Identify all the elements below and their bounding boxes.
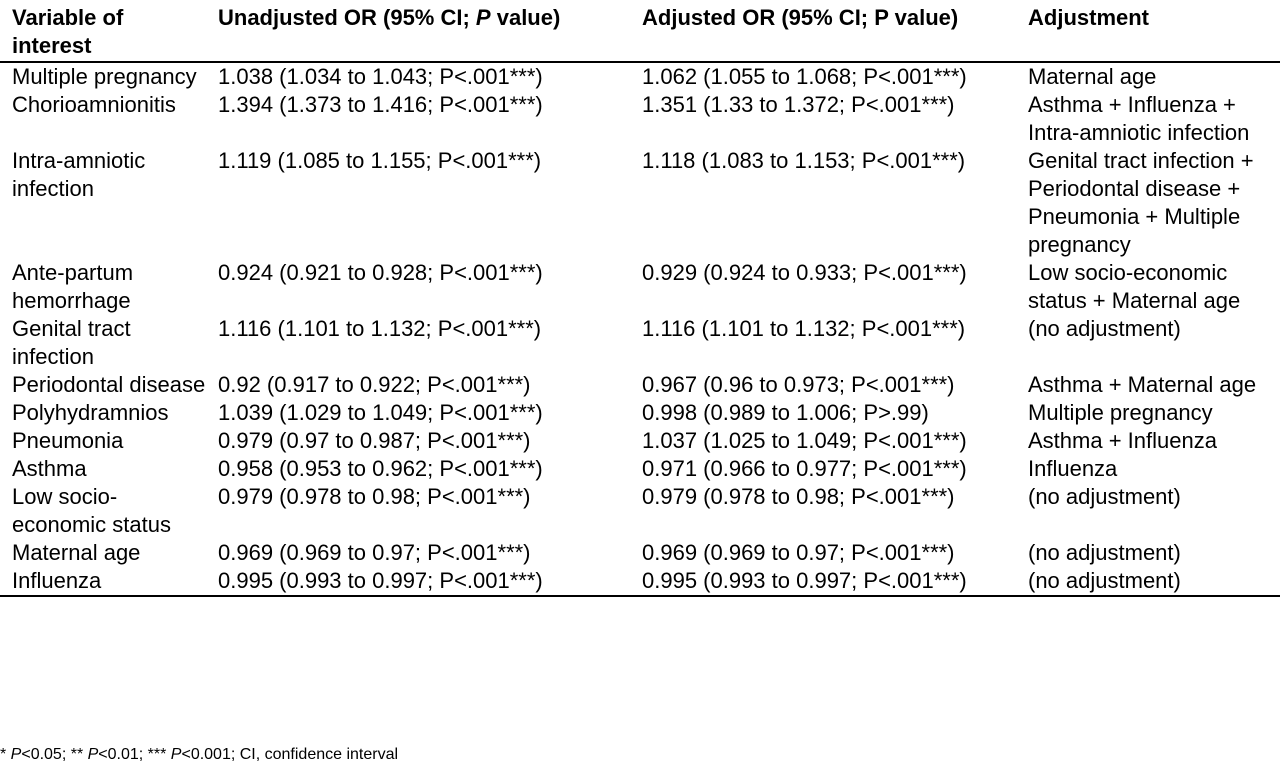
cell-unadjusted: 0.92 (0.917 to 0.922; P<.001***): [218, 372, 531, 397]
cell-adjustment: Asthma + Maternal age: [1028, 372, 1257, 397]
cell-variable: Low socio-economic status: [12, 484, 171, 537]
table-row: Periodontal disease 0.92 (0.917 to 0.922…: [0, 371, 1280, 399]
cell-adjustment: (no adjustment): [1028, 540, 1181, 565]
header-unadjusted-suffix: value): [490, 5, 561, 30]
footnote-part: <0.05; **: [21, 746, 88, 763]
cell-adjusted: 1.116 (1.101 to 1.132; P<.001***): [642, 316, 966, 341]
cell-adjustment: Influenza: [1028, 456, 1118, 481]
table-row: Ante-partum hemorrhage 0.924 (0.921 to 0…: [0, 259, 1280, 315]
cell-unadjusted: 0.995 (0.993 to 0.997; P<.001***): [206, 567, 630, 597]
header-unadjusted-prefix: Unadjusted OR (95% CI;: [218, 5, 476, 30]
footnote-part: <0.01; ***: [98, 746, 171, 763]
cell-variable: Multiple pregnancy: [12, 64, 197, 89]
cell-unadjusted: 1.039 (1.029 to 1.049; P<.001***): [218, 400, 543, 425]
cell-adjusted: 0.971 (0.966 to 0.977; P<.001***): [642, 456, 967, 481]
cell-unadjusted: 0.924 (0.921 to 0.928; P<.001***): [218, 260, 543, 285]
header-unadjusted: Unadjusted OR (95% CI; P value): [206, 0, 630, 63]
table-row: Influenza 0.995 (0.993 to 0.997; P<.001*…: [0, 567, 1280, 597]
cell-adjusted: 0.929 (0.924 to 0.933; P<.001***): [642, 260, 967, 285]
cell-adjusted: 1.118 (1.083 to 1.153; P<.001***): [642, 148, 966, 173]
cell-variable: Pneumonia: [12, 428, 124, 453]
cell-variable: Maternal age: [12, 540, 141, 565]
header-variable: Variable of interest: [0, 0, 206, 63]
table-header-row: Variable of interest Unadjusted OR (95% …: [0, 0, 1280, 63]
table-row: Multiple pregnancy 1.038 (1.034 to 1.043…: [0, 62, 1280, 91]
cell-adjustment: (no adjustment): [1028, 484, 1181, 509]
cell-variable: Asthma: [12, 456, 87, 481]
cell-adjusted: 0.979 (0.978 to 0.98; P<.001***): [642, 484, 955, 509]
table-row: Genital tract infection 1.116 (1.101 to …: [0, 315, 1280, 371]
odds-ratio-table: Variable of interest Unadjusted OR (95% …: [0, 0, 1280, 597]
cell-variable: Polyhydramnios: [12, 400, 169, 425]
header-adjustment: Adjustment: [1023, 0, 1280, 63]
footnote-p-italic: P: [170, 746, 182, 763]
cell-variable: Influenza: [0, 567, 206, 597]
cell-unadjusted: 1.038 (1.034 to 1.043; P<.001***): [218, 64, 543, 89]
cell-adjustment: Maternal age: [1028, 64, 1157, 89]
table-footnote: * P<0.05; ** P<0.01; *** P<0.001; CI, co…: [0, 745, 398, 765]
cell-adjusted: 1.037 (1.025 to 1.049; P<.001***): [642, 428, 967, 453]
table-body: Multiple pregnancy 1.038 (1.034 to 1.043…: [0, 62, 1280, 597]
cell-adjustment: Asthma + Influenza + Intra-amniotic infe…: [1028, 92, 1250, 145]
cell-unadjusted: 1.116 (1.101 to 1.132; P<.001***): [218, 316, 542, 341]
cell-unadjusted: 1.394 (1.373 to 1.416; P<.001***): [218, 92, 543, 117]
cell-unadjusted: 0.958 (0.953 to 0.962; P<.001***): [218, 456, 543, 481]
footnote-part: <0.001; CI, confidence interval: [181, 746, 399, 763]
cell-adjustment: Multiple pregnancy: [1028, 400, 1213, 425]
cell-adjustment: Low socio-economic status + Maternal age: [1028, 260, 1241, 313]
table-row: Maternal age 0.969 (0.969 to 0.97; P<.00…: [0, 539, 1280, 567]
cell-unadjusted: 1.119 (1.085 to 1.155; P<.001***): [218, 148, 542, 173]
table-row: Low socio-economic status 0.979 (0.978 t…: [0, 483, 1280, 539]
cell-adjustment: (no adjustment): [1023, 567, 1280, 597]
cell-adjusted: 0.967 (0.96 to 0.973; P<.001***): [642, 372, 955, 397]
table-row: Asthma 0.958 (0.953 to 0.962; P<.001***)…: [0, 455, 1280, 483]
cell-variable: Chorioamnionitis: [12, 92, 176, 117]
cell-unadjusted: 0.979 (0.978 to 0.98; P<.001***): [218, 484, 531, 509]
header-adjusted: Adjusted OR (95% CI; P value): [630, 0, 1023, 63]
cell-variable: Ante-partum hemorrhage: [12, 260, 134, 313]
cell-adjusted: 0.998 (0.989 to 1.006; P>.99): [642, 400, 929, 425]
cell-adjusted: 1.062 (1.055 to 1.068; P<.001***): [642, 64, 967, 89]
cell-adjusted: 0.995 (0.993 to 0.997; P<.001***): [630, 567, 1023, 597]
footnote-part: *: [0, 746, 11, 763]
cell-adjustment: (no adjustment): [1028, 316, 1181, 341]
header-unadjusted-p: P: [475, 5, 491, 30]
cell-adjustment: Genital tract infection + Periodontal di…: [1028, 148, 1254, 257]
table-row: Polyhydramnios 1.039 (1.029 to 1.049; P<…: [0, 399, 1280, 427]
table-row: Chorioamnionitis 1.394 (1.373 to 1.416; …: [0, 91, 1280, 147]
footnote-p-italic: P: [10, 746, 22, 763]
cell-adjusted: 0.969 (0.969 to 0.97; P<.001***): [642, 540, 955, 565]
cell-unadjusted: 0.969 (0.969 to 0.97; P<.001***): [218, 540, 531, 565]
cell-variable: Intra-amniotic infection: [12, 148, 146, 201]
cell-adjustment: Asthma + Influenza: [1028, 428, 1217, 453]
footnote-p-italic: P: [87, 746, 99, 763]
table-row: Pneumonia 0.979 (0.97 to 0.987; P<.001**…: [0, 427, 1280, 455]
cell-variable: Genital tract infection: [12, 316, 131, 369]
cell-variable: Periodontal disease: [12, 372, 206, 397]
cell-unadjusted: 0.979 (0.97 to 0.987; P<.001***): [218, 428, 531, 453]
table-row: Intra-amniotic infection 1.119 (1.085 to…: [0, 147, 1280, 259]
cell-adjusted: 1.351 (1.33 to 1.372; P<.001***): [642, 92, 955, 117]
